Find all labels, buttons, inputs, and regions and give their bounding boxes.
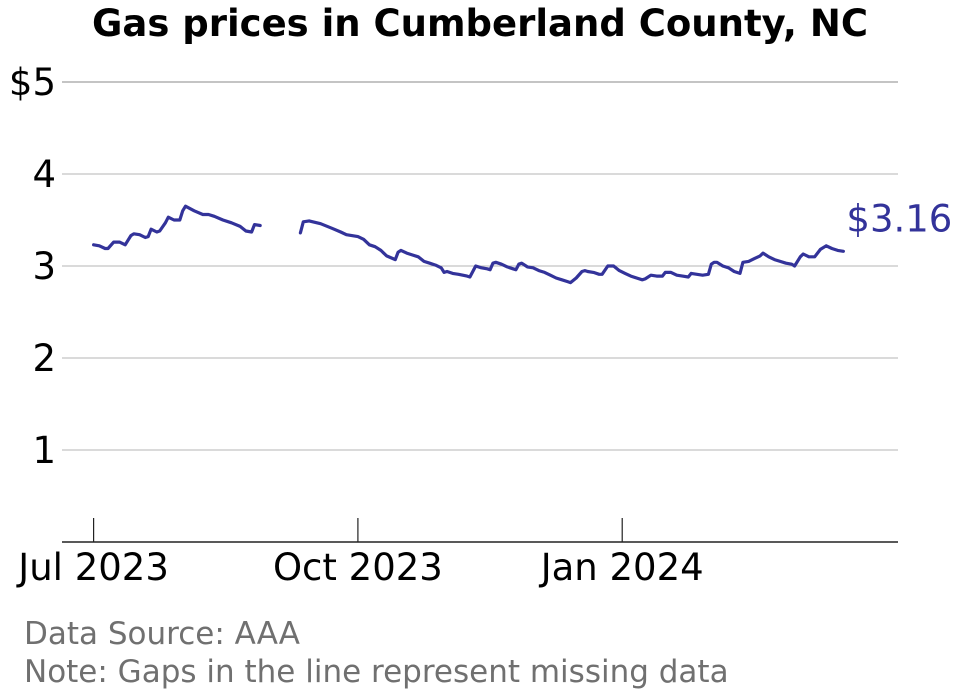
x-tick-label: Jul 2023 (16, 546, 169, 589)
y-axis-tick-labels: 1 2 3 4 $5 (9, 61, 56, 472)
y-tick-label: 3 (32, 245, 56, 288)
price-line-segment (91, 204, 262, 251)
y-tick-label: 1 (32, 429, 56, 472)
y-tick-label: $5 (9, 61, 56, 104)
x-tick-label: Jan 2024 (539, 546, 704, 589)
chart-title: Gas prices in Cumberland County, NC (92, 2, 868, 45)
price-line-segment (298, 219, 846, 285)
gaps-note: Note: Gaps in the line represent missing… (24, 654, 729, 690)
x-axis-ticks: Jul 2023 Oct 2023 Jan 2024 (16, 518, 704, 589)
y-tick-label: 4 (32, 153, 56, 196)
price-series (91, 204, 846, 285)
y-tick-label: 2 (32, 337, 56, 380)
data-source-note: Data Source: AAA (24, 616, 300, 652)
x-tick-label: Oct 2023 (273, 546, 443, 589)
end-value-label: $3.16 (846, 197, 952, 240)
